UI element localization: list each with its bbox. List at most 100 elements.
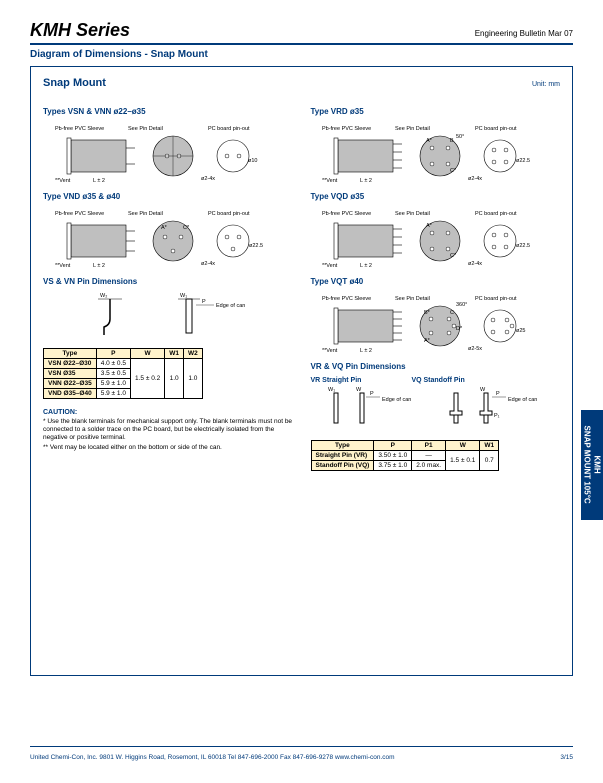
th-p: P	[96, 349, 130, 359]
svg-text:ø22.5: ø22.5	[249, 243, 263, 249]
svg-text:PC board pin-out: PC board pin-out	[208, 211, 250, 217]
right-sect1-title: Type VRD ø35	[311, 107, 561, 116]
svg-text:ø2-5x: ø2-5x	[468, 346, 482, 352]
svg-text:**Vent: **Vent	[322, 263, 338, 269]
unit-label: Unit: mm	[532, 81, 560, 88]
svg-text:50°: 50°	[456, 134, 464, 140]
caution-header: CAUTION:	[43, 409, 293, 416]
th-type: Type	[44, 349, 97, 359]
svg-text:360°: 360°	[456, 302, 467, 308]
svg-text:P: P	[370, 391, 374, 397]
svg-text:ø22.5: ø22.5	[516, 243, 530, 249]
svg-text:See Pin Detail: See Pin Detail	[395, 296, 430, 302]
footer-rule	[30, 746, 573, 747]
footer-text: United Chemi-Con, Inc. 9801 W. Higgins R…	[30, 754, 395, 761]
left-sect2-title: Type VND ø35 & ø40	[43, 192, 293, 201]
left-sect1-title: Types VSN & VNN ø22–ø35	[43, 107, 293, 116]
svg-text:ø2-4x: ø2-4x	[201, 261, 215, 267]
right-sect4-title: VR & VQ Pin Dimensions	[311, 362, 561, 371]
page-number: 3/15	[560, 754, 573, 761]
svg-text:W: W	[480, 387, 486, 393]
table-row: VSN Ø22–Ø30	[44, 359, 97, 369]
svg-text:ø2-4x: ø2-4x	[468, 176, 482, 182]
svg-text:ø22.5: ø22.5	[516, 158, 530, 164]
svg-text:**Vent: **Vent	[322, 348, 338, 354]
right-sect2-title: Type VQD ø35	[311, 192, 561, 201]
svg-text:See Pin Detail: See Pin Detail	[395, 126, 430, 132]
pin-diagram-vrvq: W₁ W P Edge of can W P P₁ Edg	[311, 384, 561, 434]
svg-text:C*: C*	[450, 168, 457, 174]
svg-text:A*: A*	[426, 223, 433, 229]
svg-text:Pb-free PVC Sleeve: Pb-free PVC Sleeve	[55, 211, 104, 217]
svg-text:L ± 2: L ± 2	[360, 348, 372, 354]
svg-text:P: P	[202, 299, 206, 305]
svg-text:L ± 2: L ± 2	[360, 263, 372, 269]
svg-text:See Pin Detail: See Pin Detail	[128, 211, 163, 217]
lbl-phi: ø2-4x	[201, 176, 215, 182]
svg-text:W₂: W₂	[100, 293, 107, 299]
lbl-vent: **Vent	[55, 178, 71, 184]
svg-text:C: C	[450, 310, 454, 316]
svg-text:Pb-free PVC Sleeve: Pb-free PVC Sleeve	[322, 211, 371, 217]
th-w1: W1	[165, 349, 184, 359]
svg-text:W₁: W₁	[180, 293, 187, 299]
content-box: Snap Mount Unit: mm Types VSN & VNN ø22–…	[30, 66, 573, 676]
svg-text:A*: A*	[426, 138, 433, 144]
lbl-pbfree: Pb-free PVC Sleeve	[55, 126, 104, 132]
svg-text:Edge of can: Edge of can	[382, 397, 411, 403]
page-subheader: Diagram of Dimensions - Snap Mount	[30, 49, 573, 60]
svg-text:PC board pin-out: PC board pin-out	[475, 211, 517, 217]
svg-text:L ± 2: L ± 2	[360, 178, 372, 184]
vq-pin-label: VQ Standoff Pin	[411, 377, 464, 384]
diagram-vrd: Pb-free PVC Sleeve See Pin Detail **Vent…	[311, 122, 561, 184]
caution-text-1: * Use the blank terminals for mechanical…	[43, 418, 293, 442]
svg-text:P: P	[496, 391, 500, 397]
vr-pin-label: VR Straight Pin	[311, 377, 362, 384]
series-title: KMH Series	[30, 20, 130, 41]
svg-text:Pb-free PVC Sleeve: Pb-free PVC Sleeve	[322, 126, 371, 132]
svg-text:ø25: ø25	[516, 328, 525, 334]
svg-text:**Vent: **Vent	[322, 178, 338, 184]
right-sect3-title: Type VQT ø40	[311, 277, 561, 286]
diagram-vnd: Pb-free PVC Sleeve See Pin Detail **Vent…	[43, 207, 293, 269]
svg-text:Pb-free PVC Sleeve: Pb-free PVC Sleeve	[322, 296, 371, 302]
lbl-pindetail: See Pin Detail	[128, 126, 163, 132]
vsvn-table: Type P W W1 W2 VSN Ø22–Ø30 4.0 ± 0.5 1.5…	[43, 348, 203, 399]
svg-text:See Pin Detail: See Pin Detail	[395, 211, 430, 217]
svg-text:P₁: P₁	[494, 413, 500, 419]
svg-text:Edge of can: Edge of can	[216, 303, 245, 309]
left-column: Types VSN & VNN ø22–ø35 Pb-free PVC Slee…	[43, 99, 293, 471]
svg-text:W₁: W₁	[328, 387, 335, 393]
svg-text:A*: A*	[424, 338, 431, 344]
left-sect3-title: VS & VN Pin Dimensions	[43, 277, 293, 286]
svg-text:C*: C*	[183, 225, 190, 231]
bulletin-date: Engineering Bulletin Mar 07	[475, 29, 573, 38]
svg-text:B*: B*	[424, 310, 431, 316]
svg-text:C*: C*	[450, 253, 457, 259]
sidetab-line1: KMH	[592, 426, 602, 504]
svg-text:**Vent: **Vent	[55, 263, 71, 269]
svg-text:W: W	[356, 387, 362, 393]
side-tab: KMH SNAP MOUNT 105°C	[581, 410, 603, 520]
caution-text-2: ** Vent may be located either on the bot…	[43, 444, 293, 452]
svg-text:B: B	[450, 138, 454, 144]
svg-text:L ± 2: L ± 2	[93, 263, 105, 269]
lbl-diam10: ø10	[248, 158, 257, 164]
diagram-vsn-vnn: Pb-free PVC Sleeve See Pin Detail **Vent…	[43, 122, 293, 184]
th-w2: W2	[184, 349, 203, 359]
right-column: Type VRD ø35 Pb-free PVC Sleeve See Pin …	[311, 99, 561, 471]
vrvq-table: Type P P1 W W1 Straight Pin (VR) 3.50 ± …	[311, 440, 500, 471]
svg-text:D*: D*	[456, 326, 463, 332]
box-title: Snap Mount	[43, 77, 106, 89]
svg-text:Edge of can: Edge of can	[508, 397, 537, 403]
sidetab-line2: SNAP MOUNT 105°C	[582, 426, 592, 504]
svg-text:PC board pin-out: PC board pin-out	[475, 296, 517, 302]
svg-text:PC board pin-out: PC board pin-out	[475, 126, 517, 132]
svg-text:ø2-4x: ø2-4x	[468, 261, 482, 267]
lbl-L: L ± 2	[93, 178, 105, 184]
th-w: W	[130, 349, 164, 359]
diagram-vqt: Pb-free PVC Sleeve See Pin Detail **Vent…	[311, 292, 561, 354]
pin-diagram-vsvn: W₂ W₁ P Edge of can	[43, 292, 293, 342]
diagram-vqd: Pb-free PVC Sleeve See Pin Detail **Vent…	[311, 207, 561, 269]
lbl-pcb: PC board pin-out	[208, 126, 250, 132]
